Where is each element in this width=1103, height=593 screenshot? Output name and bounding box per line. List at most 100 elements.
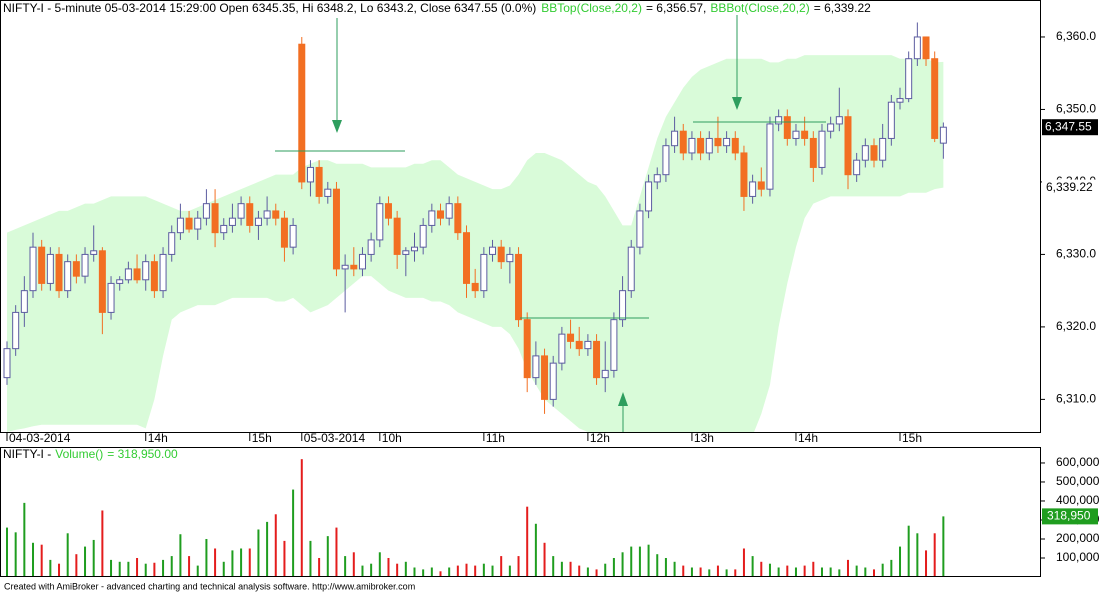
volume-bar: [612, 557, 615, 577]
volume-bar: [14, 532, 17, 577]
volume-bar: [543, 542, 546, 577]
candle-body: [3, 348, 11, 379]
volume-bar: [214, 548, 217, 577]
candle-body: [393, 217, 401, 255]
candle-body: [567, 333, 575, 342]
candle-body: [280, 217, 288, 248]
candle-body: [532, 355, 540, 379]
candle-body: [653, 174, 661, 183]
y-tick-label: 500,000: [1056, 474, 1100, 488]
volume-bar: [500, 556, 503, 577]
volume-bar: [768, 563, 771, 577]
volume-bar: [396, 563, 399, 577]
candle-body: [497, 246, 505, 263]
candle-body: [445, 203, 453, 219]
x-tick-label: 04-03-2014: [9, 431, 71, 445]
candle-body: [931, 58, 939, 139]
candle-body: [818, 130, 826, 168]
volume-bar: [864, 567, 867, 577]
volume-bar: [786, 565, 789, 577]
volume-bar: [690, 567, 693, 577]
volume-bar: [422, 569, 425, 577]
candle-body: [627, 246, 635, 292]
candle-body: [853, 159, 861, 176]
candle-body: [272, 210, 280, 219]
volume-legend: NIFTY-I - Volume() = 318,950.00: [3, 447, 178, 461]
candle-body: [584, 340, 592, 350]
volume-bar: [404, 561, 407, 577]
volume-bar: [855, 565, 858, 577]
volume-bar: [630, 546, 633, 577]
x-tick-label: 11h: [486, 431, 505, 445]
candle-body: [124, 268, 132, 281]
candle-body: [835, 116, 843, 125]
candle-body: [749, 181, 757, 197]
candle-body: [324, 188, 332, 197]
candle-body: [306, 166, 314, 183]
candle-body: [437, 210, 444, 219]
volume-bar: [266, 521, 269, 577]
candle-body: [289, 224, 297, 248]
candle-body: [176, 217, 184, 234]
volume-panel: [6, 459, 945, 577]
candle-body: [220, 224, 228, 234]
volume-bar: [725, 569, 728, 577]
candle-body: [714, 137, 722, 147]
volume-bar: [248, 548, 251, 577]
candle-body: [645, 181, 653, 212]
candle-body: [775, 116, 783, 125]
candle-body: [593, 340, 601, 379]
x-tick-label: 05-03-2014: [304, 431, 366, 445]
candle-body: [194, 217, 202, 230]
volume-bar: [682, 565, 685, 577]
volume-bar: [6, 527, 8, 577]
candle-body: [107, 282, 115, 313]
candle-body: [237, 203, 245, 219]
volume-bar: [933, 533, 936, 577]
volume-bar: [309, 540, 312, 577]
volume-bar: [430, 567, 433, 577]
candle-body: [879, 137, 887, 161]
candle-body: [515, 253, 523, 321]
volume-bar: [899, 546, 902, 577]
volume-bar: [257, 529, 260, 577]
x-tick-label: 15h: [252, 431, 272, 445]
volume-bar: [32, 542, 35, 577]
volume-bar: [595, 569, 598, 577]
volume-bar: [75, 554, 78, 577]
volume-bar: [110, 559, 113, 577]
volume-bar: [387, 557, 390, 577]
legend-value: = 6,356.57,: [646, 1, 706, 15]
volume-bar: [586, 567, 589, 577]
volume-bar: [283, 540, 286, 577]
volume-bar: [205, 538, 208, 577]
x-tick-label: 14h: [798, 431, 818, 445]
volume-bar: [794, 567, 797, 577]
legend-value: = 318,950.00: [107, 447, 178, 461]
candle-body: [723, 137, 731, 147]
volume-bar: [318, 557, 321, 577]
volume-bar: [352, 552, 355, 577]
candle-body: [662, 145, 670, 176]
candle-body: [254, 217, 262, 226]
volume-bar: [292, 489, 295, 577]
candle-body: [766, 123, 774, 190]
candle-body: [610, 319, 618, 371]
volume-bar: [838, 569, 841, 577]
y-tick-label: 6,350.0: [1056, 102, 1096, 116]
y-tick-label: 400,000: [1056, 493, 1100, 507]
arrow-head: [332, 120, 342, 133]
volume-bar: [621, 552, 624, 577]
candle-body: [376, 203, 384, 241]
volume-bar: [274, 514, 277, 577]
candle-body: [463, 232, 471, 284]
price-panel: [3, 22, 947, 432]
volume-frame: [0, 447, 1041, 577]
volume-bar: [526, 506, 529, 577]
volume-bar: [638, 546, 641, 577]
legend-entry: Volume(): [55, 447, 103, 461]
candle-body: [939, 126, 947, 144]
volume-bar: [569, 561, 572, 577]
candle-body: [861, 145, 869, 161]
volume-bar: [846, 559, 849, 577]
